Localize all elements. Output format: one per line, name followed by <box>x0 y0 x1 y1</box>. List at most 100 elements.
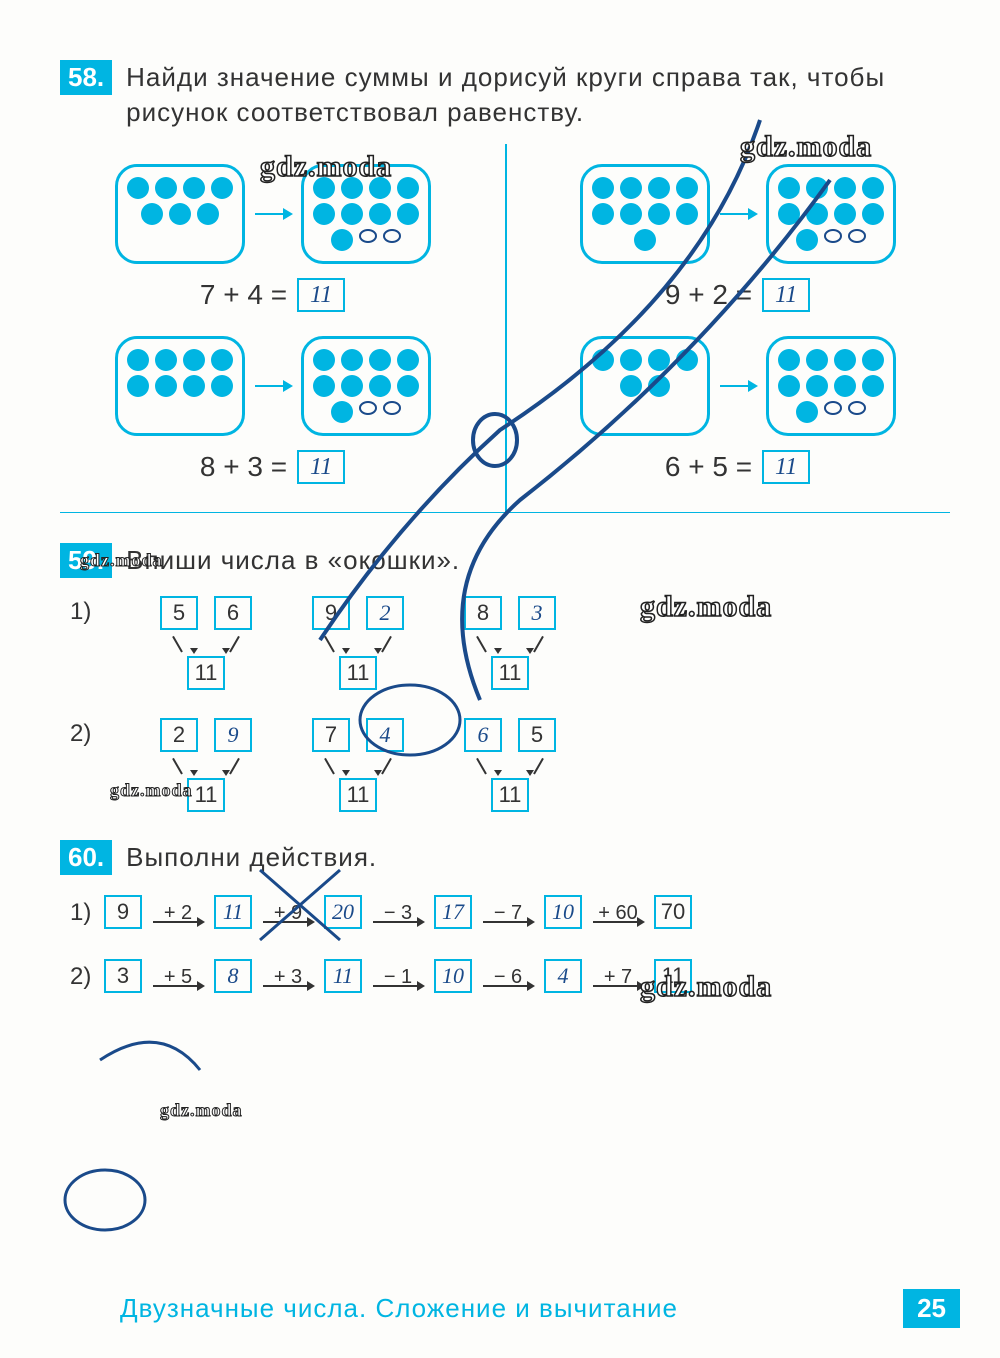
sum-group: 29 11 <box>160 718 252 812</box>
ex59-body: 1)5611921183112)291174116511 <box>60 596 950 812</box>
ex58-header: 58. Найди значение суммы и дорисуй круги… <box>60 60 950 130</box>
sum-box: 11 <box>491 656 529 690</box>
answer-box[interactable]: 11 <box>762 450 810 484</box>
arrow-right-icon <box>720 213 756 215</box>
ex59-text: Впиши числа в «окошки». <box>126 543 460 578</box>
number-box: 6 <box>214 596 252 630</box>
ex58-number: 58. <box>60 60 112 95</box>
number-box[interactable]: 9 <box>214 718 252 752</box>
workbook-page: { "colors": { "cyan": "#00b5e2", "pen": … <box>0 0 1000 1358</box>
chain-result-box[interactable]: 11 <box>214 895 252 929</box>
dot-box-right <box>301 336 431 436</box>
ex58-cell-3: 8 + 3 = 11 <box>60 336 485 484</box>
ex58-cell-2: 9 + 2 = 11 <box>525 164 950 312</box>
ex60-text: Выполни действия. <box>126 840 377 875</box>
line-index: 1) <box>70 899 100 927</box>
chain-operation: + 60 <box>586 902 650 923</box>
ex59-number: 59. <box>60 543 112 578</box>
arrow-right-icon <box>720 385 756 387</box>
sum-box: 11 <box>187 656 225 690</box>
ex58-vertical-divider <box>505 144 507 512</box>
arrow-right-icon <box>255 385 291 387</box>
chain-result-box: 11 <box>654 959 692 993</box>
chain-result-box: 70 <box>654 895 692 929</box>
arrow-right-icon <box>255 213 291 215</box>
equation-text: 6 + 5 = <box>665 451 752 483</box>
number-box: 9 <box>312 596 350 630</box>
chain-result-box[interactable]: 4 <box>544 959 582 993</box>
ex58-cell-4: 6 + 5 = 11 <box>525 336 950 484</box>
number-box[interactable]: 2 <box>366 596 404 630</box>
answer-box[interactable]: 11 <box>297 450 345 484</box>
chain-operation: − 1 <box>366 966 430 987</box>
number-box[interactable]: 4 <box>366 718 404 752</box>
dot-box-left <box>580 336 710 436</box>
chain-result-box[interactable]: 20 <box>324 895 362 929</box>
chain-operation: + 5 <box>146 966 210 987</box>
equation-text: 9 + 2 = <box>665 279 752 311</box>
sum-group: 56 11 <box>160 596 252 690</box>
chain-operation: + 3 <box>256 966 320 987</box>
page-footer: Двузначные числа. Сложение и вычитание 2… <box>0 1289 1000 1328</box>
ex58-text: Найди значение суммы и дорисуй круги спр… <box>126 60 950 130</box>
line-index: 2) <box>70 720 100 748</box>
merge-arrows-icon <box>179 756 233 774</box>
chain-start-box: 3 <box>104 959 142 993</box>
answer-box[interactable]: 11 <box>762 278 810 312</box>
chain-operation: − 7 <box>476 902 540 923</box>
chain-operation: + 2 <box>146 902 210 923</box>
merge-arrows-icon <box>331 756 385 774</box>
equation-text: 7 + 4 = <box>200 279 287 311</box>
sum-group: 74 11 <box>312 718 404 812</box>
chain-result-box[interactable]: 10 <box>544 895 582 929</box>
merge-arrows-icon <box>179 634 233 652</box>
sum-group: 83 11 <box>464 596 556 690</box>
chain-result-box[interactable]: 17 <box>434 895 472 929</box>
chain-operation: + 9 <box>256 902 320 923</box>
number-box: 2 <box>160 718 198 752</box>
equation-text: 8 + 3 = <box>200 451 287 483</box>
sum-box: 11 <box>339 656 377 690</box>
chain-operation: − 3 <box>366 902 430 923</box>
ex59-line: 2) 29 11 74 11 65 11 <box>70 718 950 812</box>
ex59-line: 1) 56 11 92 11 83 11 <box>70 596 950 690</box>
sum-box: 11 <box>187 778 225 812</box>
page-number: 25 <box>903 1289 960 1328</box>
dot-box-left <box>115 336 245 436</box>
sum-box: 11 <box>339 778 377 812</box>
chain-result-box[interactable]: 10 <box>434 959 472 993</box>
chain-result-box[interactable]: 8 <box>214 959 252 993</box>
number-box[interactable]: 3 <box>518 596 556 630</box>
merge-arrows-icon <box>331 634 385 652</box>
dot-box-right <box>301 164 431 264</box>
answer-box[interactable]: 11 <box>297 278 345 312</box>
chain-result-box[interactable]: 11 <box>324 959 362 993</box>
footer-title: Двузначные числа. Сложение и вычитание <box>120 1293 678 1324</box>
chain-operation: + 7 <box>586 966 650 987</box>
line-index: 1) <box>70 598 100 626</box>
sum-group: 92 11 <box>312 596 404 690</box>
dot-box-left <box>580 164 710 264</box>
ex60-body: 1)9+ 211+ 920− 317− 710+ 60702)3+ 58+ 31… <box>60 895 950 993</box>
chain-start-box: 9 <box>104 895 142 929</box>
number-box: 7 <box>312 718 350 752</box>
number-box[interactable]: 6 <box>464 718 502 752</box>
number-box: 5 <box>160 596 198 630</box>
line-index: 2) <box>70 963 100 991</box>
ex60-number: 60. <box>60 840 112 875</box>
merge-arrows-icon <box>483 756 537 774</box>
dot-box-left <box>115 164 245 264</box>
ex58-grid: 7 + 4 = 11 9 + 2 = 11 8 + 3 = <box>60 144 950 513</box>
ex59-header: 59. Впиши числа в «окошки». <box>60 543 950 578</box>
sum-box: 11 <box>491 778 529 812</box>
watermark-text: gdz.moda <box>160 1100 243 1121</box>
dot-box-right <box>766 336 896 436</box>
ex58-cell-1: 7 + 4 = 11 <box>60 164 485 312</box>
merge-arrows-icon <box>483 634 537 652</box>
sum-group: 65 11 <box>464 718 556 812</box>
number-box: 8 <box>464 596 502 630</box>
number-box: 5 <box>518 718 556 752</box>
ex60-line: 1)9+ 211+ 920− 317− 710+ 6070 <box>70 895 950 929</box>
chain-operation: − 6 <box>476 966 540 987</box>
dot-box-right <box>766 164 896 264</box>
